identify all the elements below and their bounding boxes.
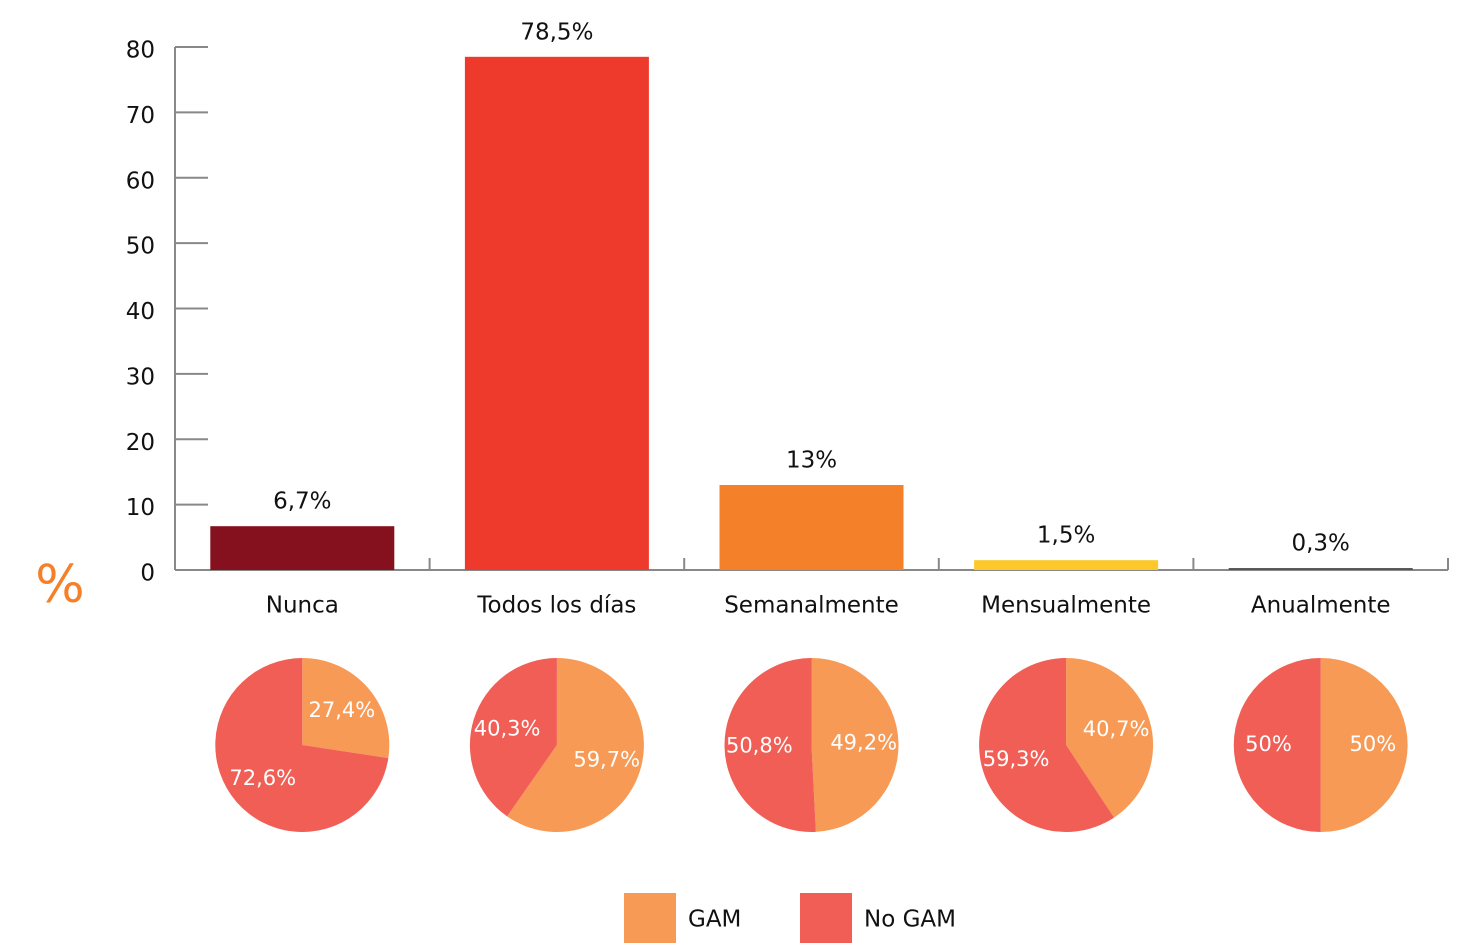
bar-value-label: 13% xyxy=(786,448,837,474)
pie-value-label: 40,3% xyxy=(474,716,541,740)
x-tick-label: Nunca xyxy=(266,593,339,619)
pie-slice xyxy=(1320,658,1408,832)
pie-value-label: 40,7% xyxy=(1083,717,1150,741)
pie-slice xyxy=(724,658,816,832)
y-tick-label: 40 xyxy=(126,299,155,325)
bar xyxy=(1228,568,1413,570)
y-tick-label: 20 xyxy=(126,430,155,456)
pie-value-label: 27,4% xyxy=(309,698,376,722)
legend-swatch xyxy=(624,893,676,943)
y-tick-label: 30 xyxy=(126,364,155,390)
legend-label: No GAM xyxy=(864,907,956,933)
y-tick-label: 70 xyxy=(126,103,155,129)
x-tick-label: Semanalmente xyxy=(724,593,899,619)
bar-value-label: 78,5% xyxy=(520,19,593,45)
y-tick-label: 80 xyxy=(126,38,155,64)
x-tick-label: Mensualmente xyxy=(981,593,1151,619)
y-tick-label: 50 xyxy=(126,234,155,260)
pie-slice xyxy=(1233,658,1321,832)
bar xyxy=(464,56,649,570)
bar-value-label: 6,7% xyxy=(273,489,331,515)
pie-slice xyxy=(215,658,389,833)
bar-value-label: 1,5% xyxy=(1037,523,1095,549)
y-tick-label: 60 xyxy=(126,168,155,194)
pie-value-label: 59,7% xyxy=(573,748,640,772)
pie-value-label: 59,3% xyxy=(983,747,1050,771)
pie-slice xyxy=(302,658,390,759)
pie-slice xyxy=(811,658,899,832)
bar xyxy=(719,485,904,570)
bar xyxy=(974,560,1159,570)
x-tick-label: Anualmente xyxy=(1251,593,1391,619)
pie-slice xyxy=(1066,658,1154,818)
pie-slice xyxy=(507,658,644,832)
bar-value-label: 0,3% xyxy=(1291,531,1349,557)
pie-value-label: 49,2% xyxy=(830,731,897,755)
legend-label: GAM xyxy=(688,907,741,933)
x-tick-label: Todos los días xyxy=(476,593,636,619)
y-tick-label: 10 xyxy=(126,495,155,521)
y-axis-label: % xyxy=(35,555,84,615)
pie-value-label: 50% xyxy=(1245,732,1292,756)
pie-slice xyxy=(979,658,1115,833)
pie-slice xyxy=(469,658,557,817)
y-tick-label: 0 xyxy=(140,561,155,587)
pie-value-label: 50% xyxy=(1350,732,1397,756)
pie-value-label: 72,6% xyxy=(229,766,296,790)
legend-swatch xyxy=(800,893,852,943)
pie-value-label: 50,8% xyxy=(726,733,793,757)
bar xyxy=(210,526,395,570)
